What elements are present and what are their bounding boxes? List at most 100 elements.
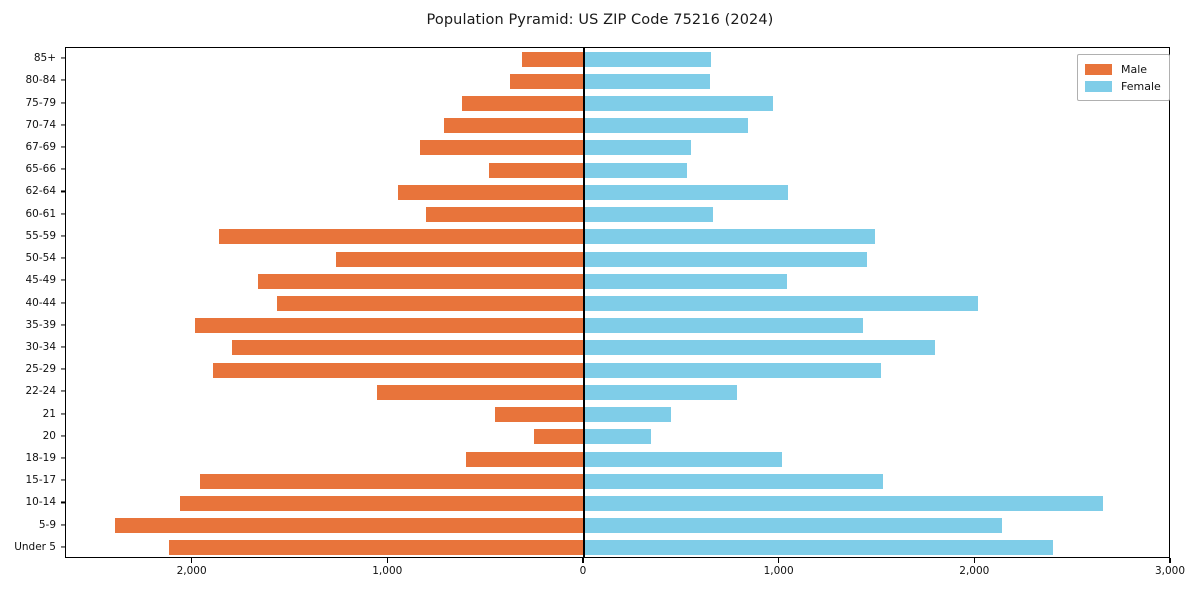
bar-female <box>583 73 710 89</box>
y-axis-tick-mark <box>60 390 65 392</box>
y-axis-tick-mark <box>60 57 65 59</box>
x-axis-tick-label: 2,000 <box>176 565 207 577</box>
bar-male <box>376 384 584 400</box>
x-axis-tick-mark <box>1169 558 1171 563</box>
y-axis: 85+ 80-84 75-79 70-74 67-69 65-66 62-64 60-61 55… <box>0 47 65 558</box>
bar-male <box>397 184 584 200</box>
pyramid-row <box>66 48 1169 70</box>
x-axis-tick-label: 2,000 <box>959 565 990 577</box>
chart-title: Population Pyramid: US ZIP Code 75216 (2… <box>426 12 774 28</box>
y-axis-tick-label: 25-29 <box>25 363 56 376</box>
pyramid-row <box>66 492 1169 514</box>
bar-female <box>583 384 737 400</box>
y-axis-tick-label: Under 5 <box>14 540 56 553</box>
pyramid-row <box>66 115 1169 137</box>
y-axis-tick-label: 50-54 <box>25 252 56 265</box>
y-axis-tick-mark <box>60 213 65 215</box>
pyramid-row <box>66 470 1169 492</box>
y-axis-tick-mark <box>60 368 65 370</box>
bar-female <box>583 140 691 156</box>
y-axis-tick-label: 70-74 <box>25 118 56 131</box>
bar-male <box>444 118 584 134</box>
y-axis-tick-mark <box>60 101 65 104</box>
bar-female <box>583 162 687 178</box>
legend-item[interactable]: Female <box>1085 78 1161 94</box>
pyramid-row <box>66 270 1169 292</box>
pyramid-row <box>66 292 1169 314</box>
bar-female <box>583 362 881 378</box>
x-axis-tick-mark <box>582 558 584 563</box>
y-axis-tick-label: 55-59 <box>25 229 56 242</box>
y-axis-tick-label: 45-49 <box>25 274 56 287</box>
pyramid-row <box>66 181 1169 203</box>
bar-male <box>336 251 584 267</box>
y-axis-tick-label: 40-44 <box>25 296 56 309</box>
y-axis-tick-mark <box>60 435 65 437</box>
y-axis-tick-label: 35-39 <box>25 318 56 331</box>
y-axis-tick-mark <box>60 124 65 126</box>
pyramid-row <box>66 159 1169 181</box>
legend-item[interactable]: Male <box>1085 61 1161 77</box>
bar-female <box>583 51 711 67</box>
bar-female <box>583 318 863 334</box>
y-axis-tick-label: 65-66 <box>25 163 56 176</box>
y-axis-tick-mark <box>60 279 65 281</box>
bar-female <box>583 518 1002 534</box>
bar-female <box>583 429 651 445</box>
y-axis-tick-label: 15-17 <box>25 474 56 487</box>
y-axis-tick-mark <box>60 324 65 326</box>
y-axis-tick-mark <box>60 413 65 415</box>
y-axis-tick-label: 67-69 <box>25 140 56 153</box>
bar-male <box>258 273 584 289</box>
bar-female <box>583 118 748 134</box>
bar-female <box>583 340 935 356</box>
y-axis-tick-label: 18-19 <box>25 452 56 465</box>
bar-female <box>583 251 867 267</box>
bar-male <box>231 340 584 356</box>
bar-male <box>219 229 584 245</box>
bar-male <box>277 295 584 311</box>
bar-male <box>419 140 584 156</box>
bar-male <box>114 518 584 534</box>
pyramid-row <box>66 426 1169 448</box>
bar-male <box>461 96 584 112</box>
bar-female <box>583 207 713 223</box>
y-axis-tick-mark <box>60 457 65 459</box>
pyramid-row <box>66 515 1169 537</box>
y-axis-tick-mark <box>60 235 65 237</box>
pyramid-row <box>66 381 1169 403</box>
legend[interactable]: Male Female <box>1077 54 1170 101</box>
y-axis-tick-label: 60-61 <box>25 207 56 220</box>
pyramid-row <box>66 448 1169 470</box>
pyramid-row <box>66 359 1169 381</box>
y-axis-tick-mark <box>60 301 65 304</box>
pyramid-row <box>66 337 1169 359</box>
y-axis-tick-label: 22-24 <box>25 385 56 398</box>
x-axis-tick-mark <box>191 558 193 563</box>
pyramid-row <box>66 315 1169 337</box>
bar-male <box>180 495 584 511</box>
x-axis-tick-mark <box>778 558 780 563</box>
bar-male <box>200 473 584 489</box>
bar-female <box>583 451 782 467</box>
y-axis-tick-label: 75-79 <box>25 96 56 109</box>
bar-female <box>583 473 883 489</box>
bar-male <box>494 407 584 423</box>
x-axis-tick-mark <box>386 558 388 563</box>
pyramid-row <box>66 70 1169 92</box>
bar-female <box>583 184 789 200</box>
x-axis-tick-mark <box>973 558 975 563</box>
x-axis-tick-label: 0 <box>579 565 587 577</box>
pyramid-row <box>66 226 1169 248</box>
x-axis-tick-label: 1,000 <box>372 565 403 577</box>
pyramid-row <box>66 403 1169 425</box>
y-axis-tick-label: 30-34 <box>25 340 56 353</box>
pyramid-row <box>66 92 1169 114</box>
legend-swatch <box>1085 80 1112 92</box>
bar-female <box>583 540 1053 556</box>
y-axis-tick-mark <box>60 501 65 503</box>
bars-container <box>66 48 1169 557</box>
y-axis-tick-mark <box>60 524 65 526</box>
bar-male <box>426 207 584 223</box>
